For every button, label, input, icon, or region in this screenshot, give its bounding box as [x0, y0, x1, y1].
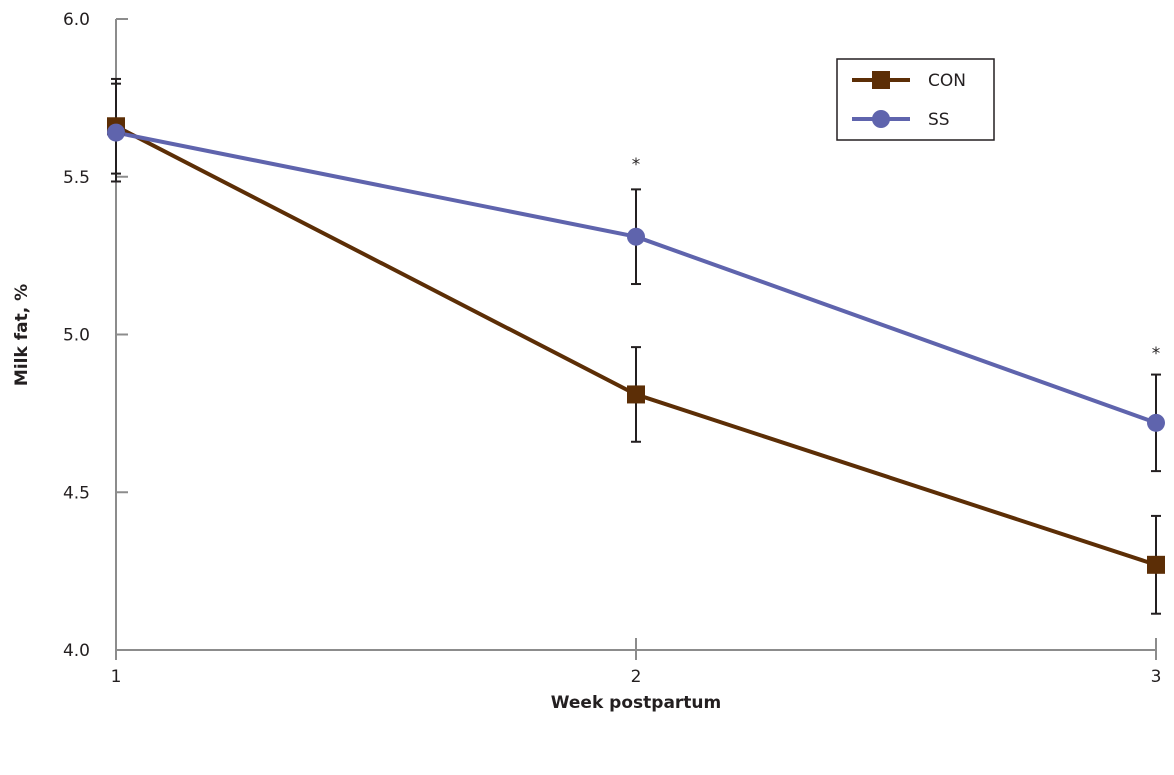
x-ticks: 1 2 3	[111, 638, 1162, 687]
y-ticks: 4.0 4.5 5.0 5.5 6.0	[63, 10, 128, 661]
data-point-ss	[1147, 413, 1165, 432]
y-tick-label: 6.0	[63, 10, 90, 30]
y-axis-title: Milk fat, %	[12, 284, 32, 386]
y-tick-label: 5.5	[63, 168, 90, 188]
x-axis-title: Week postpartum	[551, 693, 722, 713]
data-point-con	[627, 385, 645, 404]
significance-marker: *	[632, 155, 641, 175]
data-point-ss	[627, 227, 645, 246]
legend: CON SS	[836, 58, 995, 141]
y-tick-label: 5.0	[63, 326, 90, 346]
legend-label-ss: SS	[928, 110, 950, 130]
x-tick-label: 1	[111, 667, 122, 687]
legend-box	[836, 58, 995, 141]
legend-marker-ss	[872, 110, 890, 128]
annotations: **	[632, 155, 1161, 364]
x-tick-label: 2	[631, 667, 642, 687]
significance-marker: *	[1152, 344, 1161, 364]
legend-marker-con	[872, 71, 890, 89]
series-layer	[107, 77, 1165, 615]
data-point-ss	[107, 123, 125, 142]
data-point-con	[1147, 555, 1165, 574]
axes	[115, 19, 1156, 660]
x-tick-label: 3	[1151, 667, 1162, 687]
legend-label-con: CON	[928, 71, 966, 91]
y-tick-label: 4.5	[63, 483, 90, 503]
y-tick-label: 4.0	[63, 641, 90, 661]
